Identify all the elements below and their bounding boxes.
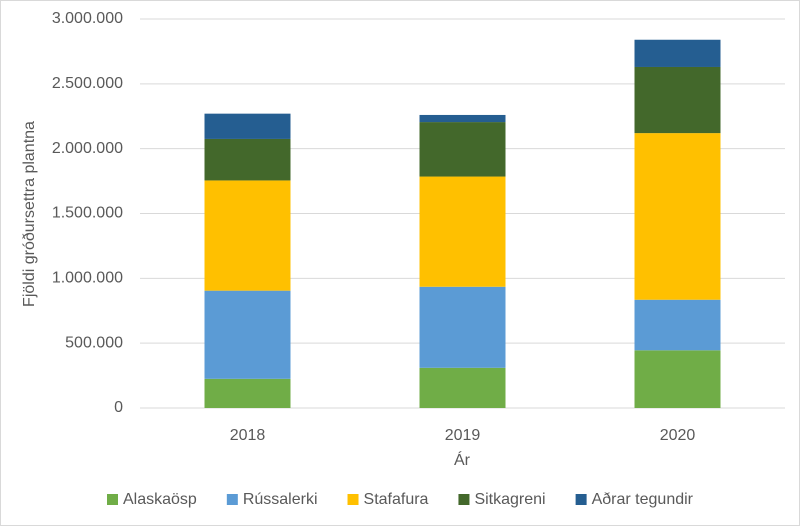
bar-segment <box>419 122 506 177</box>
bar-segment <box>204 113 291 139</box>
legend-label: Stafafura <box>364 491 429 508</box>
y-tick-label: 1.000.000 <box>52 270 123 287</box>
legend-swatch <box>107 494 118 505</box>
x-tick-label: 2018 <box>230 427 266 444</box>
y-tick-label: 1.500.000 <box>52 205 123 222</box>
bar-segment <box>419 114 506 123</box>
bar-segment <box>204 138 291 181</box>
bar-segment <box>419 367 506 408</box>
y-tick-label: 2.000.000 <box>52 140 123 157</box>
legend-label: Aðrar tegundir <box>592 491 694 508</box>
bar-segment <box>204 378 291 408</box>
bar-segment <box>419 176 506 287</box>
legend-swatch <box>575 494 587 505</box>
legend-swatch <box>226 494 238 505</box>
bar-segment <box>419 286 506 368</box>
y-tick-label: 3.000.000 <box>52 10 123 27</box>
x-tick-label: 2019 <box>445 427 481 444</box>
bar-segment <box>634 39 721 67</box>
bar-segment <box>204 180 291 291</box>
y-tick-label: 2.500.000 <box>52 75 123 92</box>
bar-segment <box>204 290 291 379</box>
bar-segment <box>634 350 721 408</box>
legend-label: Rússalerki <box>243 491 318 508</box>
bar-segment <box>634 66 721 134</box>
y-tick-label: 0 <box>114 399 123 416</box>
legend-label: Alaskaösp <box>123 491 197 508</box>
legend-swatch <box>458 494 470 505</box>
x-axis-title: Ár <box>454 450 471 469</box>
bar-segment <box>634 133 721 300</box>
bar-segment <box>634 299 721 351</box>
y-tick-label: 500.000 <box>65 334 123 351</box>
legend-label: Sitkagreni <box>474 491 545 508</box>
x-tick-label: 2020 <box>660 427 696 444</box>
y-axis-title: Fjöldi gróðursettra plantna <box>21 121 38 307</box>
legend-swatch <box>347 494 359 505</box>
